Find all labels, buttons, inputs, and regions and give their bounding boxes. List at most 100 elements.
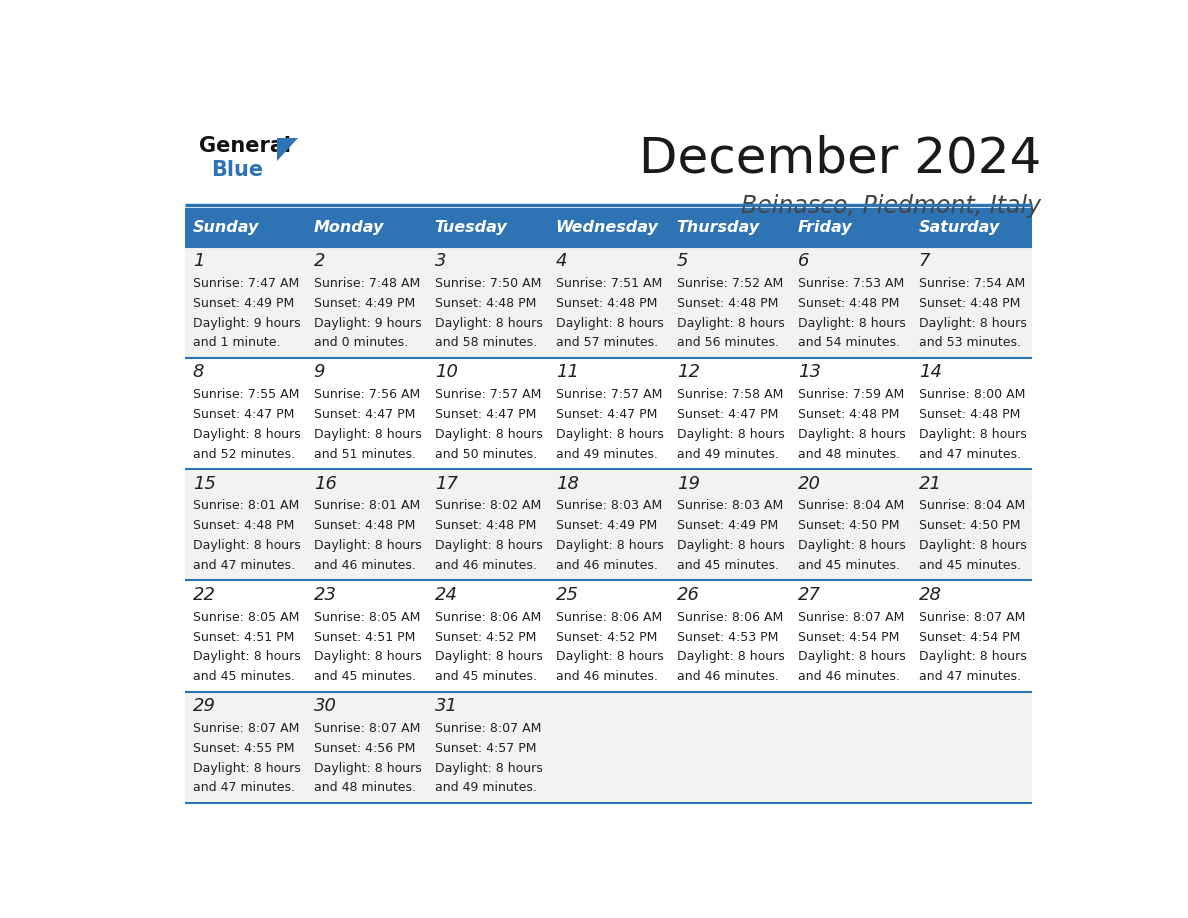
Text: Daylight: 8 hours: Daylight: 8 hours: [435, 428, 543, 441]
FancyBboxPatch shape: [549, 469, 669, 580]
Text: and 56 minutes.: and 56 minutes.: [677, 336, 778, 350]
Text: Daylight: 8 hours: Daylight: 8 hours: [192, 762, 301, 775]
Text: 27: 27: [797, 586, 821, 604]
Text: Sunset: 4:54 PM: Sunset: 4:54 PM: [918, 631, 1020, 644]
Text: Daylight: 8 hours: Daylight: 8 hours: [677, 539, 784, 552]
Text: Sunrise: 8:06 AM: Sunrise: 8:06 AM: [435, 610, 541, 623]
Text: Sunset: 4:48 PM: Sunset: 4:48 PM: [435, 520, 536, 532]
FancyBboxPatch shape: [307, 691, 428, 803]
Text: Sunrise: 7:59 AM: Sunrise: 7:59 AM: [797, 388, 904, 401]
Text: General: General: [200, 136, 291, 156]
Text: Friday: Friday: [797, 219, 852, 235]
Text: Sunset: 4:48 PM: Sunset: 4:48 PM: [918, 297, 1020, 309]
Text: Daylight: 8 hours: Daylight: 8 hours: [314, 650, 422, 664]
FancyBboxPatch shape: [307, 469, 428, 580]
Text: Sunset: 4:48 PM: Sunset: 4:48 PM: [435, 297, 536, 309]
Text: Daylight: 8 hours: Daylight: 8 hours: [797, 317, 905, 330]
Text: and 53 minutes.: and 53 minutes.: [918, 336, 1020, 350]
Text: Sunrise: 7:52 AM: Sunrise: 7:52 AM: [677, 277, 783, 290]
FancyBboxPatch shape: [307, 580, 428, 691]
Text: and 46 minutes.: and 46 minutes.: [677, 670, 778, 683]
FancyBboxPatch shape: [790, 691, 911, 803]
FancyBboxPatch shape: [185, 207, 307, 247]
Text: and 49 minutes.: and 49 minutes.: [556, 448, 658, 461]
Text: 16: 16: [314, 475, 336, 493]
Text: Daylight: 8 hours: Daylight: 8 hours: [797, 539, 905, 552]
Text: Daylight: 8 hours: Daylight: 8 hours: [918, 317, 1026, 330]
Text: Sunrise: 8:00 AM: Sunrise: 8:00 AM: [918, 388, 1025, 401]
Text: Daylight: 8 hours: Daylight: 8 hours: [314, 428, 422, 441]
Text: Daylight: 8 hours: Daylight: 8 hours: [435, 762, 543, 775]
Text: Sunrise: 8:01 AM: Sunrise: 8:01 AM: [192, 499, 299, 512]
Text: Sunset: 4:48 PM: Sunset: 4:48 PM: [192, 520, 295, 532]
Text: Sunrise: 8:07 AM: Sunrise: 8:07 AM: [314, 722, 421, 735]
Text: Sunrise: 7:57 AM: Sunrise: 7:57 AM: [556, 388, 662, 401]
Text: Sunrise: 8:06 AM: Sunrise: 8:06 AM: [677, 610, 783, 623]
Text: Sunset: 4:49 PM: Sunset: 4:49 PM: [314, 297, 415, 309]
FancyBboxPatch shape: [549, 247, 669, 358]
Text: Sunrise: 8:07 AM: Sunrise: 8:07 AM: [797, 610, 904, 623]
FancyBboxPatch shape: [790, 207, 911, 247]
Text: Sunset: 4:47 PM: Sunset: 4:47 PM: [556, 408, 657, 421]
Text: Sunday: Sunday: [192, 219, 259, 235]
Text: and 47 minutes.: and 47 minutes.: [192, 781, 295, 794]
FancyBboxPatch shape: [669, 247, 790, 358]
Text: 13: 13: [797, 364, 821, 382]
Text: Daylight: 8 hours: Daylight: 8 hours: [314, 539, 422, 552]
Text: 25: 25: [556, 586, 579, 604]
Text: and 49 minutes.: and 49 minutes.: [677, 448, 778, 461]
Text: 24: 24: [435, 586, 457, 604]
Text: and 51 minutes.: and 51 minutes.: [314, 448, 416, 461]
Text: 18: 18: [556, 475, 579, 493]
Text: Sunrise: 8:04 AM: Sunrise: 8:04 AM: [918, 499, 1025, 512]
Text: 4: 4: [556, 252, 567, 270]
Text: Sunset: 4:48 PM: Sunset: 4:48 PM: [797, 408, 899, 421]
Text: and 48 minutes.: and 48 minutes.: [314, 781, 416, 794]
Text: Saturday: Saturday: [918, 219, 1000, 235]
Text: Sunset: 4:54 PM: Sunset: 4:54 PM: [797, 631, 899, 644]
Text: Sunrise: 8:03 AM: Sunrise: 8:03 AM: [556, 499, 662, 512]
Text: Sunrise: 8:06 AM: Sunrise: 8:06 AM: [556, 610, 662, 623]
FancyBboxPatch shape: [669, 358, 790, 469]
Text: Sunset: 4:52 PM: Sunset: 4:52 PM: [556, 631, 657, 644]
FancyBboxPatch shape: [911, 691, 1032, 803]
Text: and 0 minutes.: and 0 minutes.: [314, 336, 407, 350]
Text: Daylight: 8 hours: Daylight: 8 hours: [677, 317, 784, 330]
Text: Sunset: 4:55 PM: Sunset: 4:55 PM: [192, 742, 295, 755]
Text: Sunset: 4:49 PM: Sunset: 4:49 PM: [192, 297, 293, 309]
Text: Sunset: 4:53 PM: Sunset: 4:53 PM: [677, 631, 778, 644]
Text: Sunrise: 8:02 AM: Sunrise: 8:02 AM: [435, 499, 541, 512]
Text: Sunset: 4:50 PM: Sunset: 4:50 PM: [918, 520, 1020, 532]
FancyBboxPatch shape: [669, 207, 790, 247]
Text: and 52 minutes.: and 52 minutes.: [192, 448, 295, 461]
Text: 26: 26: [677, 586, 700, 604]
Text: Daylight: 9 hours: Daylight: 9 hours: [314, 317, 422, 330]
Text: 31: 31: [435, 698, 457, 715]
Text: December 2024: December 2024: [639, 135, 1042, 183]
Text: 20: 20: [797, 475, 821, 493]
Text: and 47 minutes.: and 47 minutes.: [918, 448, 1020, 461]
Text: 8: 8: [192, 364, 204, 382]
Text: 6: 6: [797, 252, 809, 270]
FancyBboxPatch shape: [911, 207, 1032, 247]
Text: Sunrise: 7:56 AM: Sunrise: 7:56 AM: [314, 388, 419, 401]
Text: Sunrise: 7:50 AM: Sunrise: 7:50 AM: [435, 277, 541, 290]
Text: Sunset: 4:50 PM: Sunset: 4:50 PM: [797, 520, 899, 532]
Text: Sunrise: 7:53 AM: Sunrise: 7:53 AM: [797, 277, 904, 290]
Text: 21: 21: [918, 475, 942, 493]
FancyBboxPatch shape: [669, 580, 790, 691]
Text: and 46 minutes.: and 46 minutes.: [556, 559, 658, 572]
FancyBboxPatch shape: [790, 247, 911, 358]
Text: Sunset: 4:51 PM: Sunset: 4:51 PM: [314, 631, 415, 644]
Text: Sunrise: 8:07 AM: Sunrise: 8:07 AM: [918, 610, 1025, 623]
Text: Sunset: 4:57 PM: Sunset: 4:57 PM: [435, 742, 536, 755]
Text: Wednesday: Wednesday: [556, 219, 658, 235]
Text: Sunrise: 7:48 AM: Sunrise: 7:48 AM: [314, 277, 419, 290]
Text: Sunrise: 8:01 AM: Sunrise: 8:01 AM: [314, 499, 419, 512]
Text: Monday: Monday: [314, 219, 384, 235]
Text: 10: 10: [435, 364, 457, 382]
Text: 3: 3: [435, 252, 447, 270]
Text: Sunset: 4:52 PM: Sunset: 4:52 PM: [435, 631, 536, 644]
Text: Daylight: 8 hours: Daylight: 8 hours: [918, 650, 1026, 664]
Text: 7: 7: [918, 252, 930, 270]
